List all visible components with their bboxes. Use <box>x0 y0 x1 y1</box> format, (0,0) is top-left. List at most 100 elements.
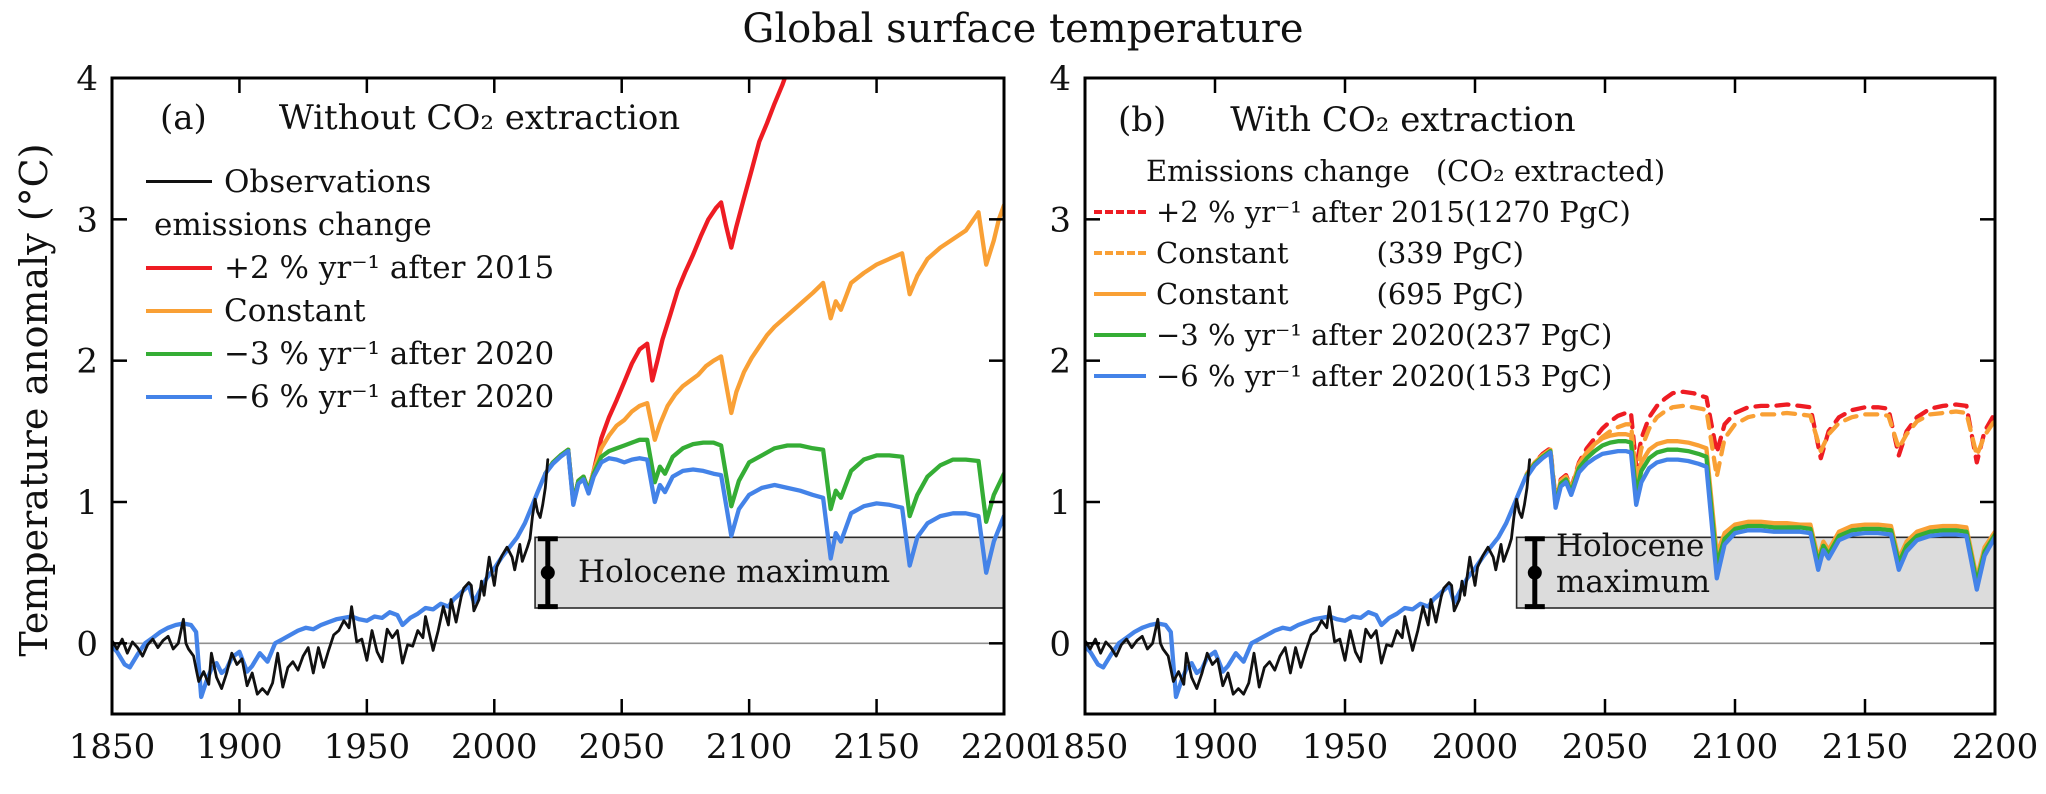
legend-swatch-black <box>146 180 212 183</box>
holocene-band <box>1515 536 1996 609</box>
holocene-errorbar <box>537 536 558 610</box>
legend-item-minus3: −3 % yr⁻¹ after 2020 <box>146 332 554 375</box>
series-group-a <box>112 78 1004 700</box>
legend-swatch-green <box>146 351 212 356</box>
legend-label: −6 % yr⁻¹ after 2020 <box>224 378 555 415</box>
holocene-errorbar <box>1524 536 1545 610</box>
holocene-band <box>534 536 1005 609</box>
holocene-marker-dot <box>1527 565 1542 580</box>
y-axis-label: Temperature anomaly (°C) <box>12 143 56 657</box>
y-tick-label: 1 <box>1049 483 1071 523</box>
series-minus3 <box>543 437 1004 524</box>
legend-item-constant_ext_339: Constant (339 PgC) <box>1094 232 1524 273</box>
y-tick-label: 0 <box>76 624 98 664</box>
panel-b-letter: (b) <box>1118 100 1167 140</box>
holocene-band-label-b-line1: Holocene <box>1556 528 1705 564</box>
legend-label: +2 % yr⁻¹ after 2015 <box>224 249 555 286</box>
legend-item-plus2: +2 % yr⁻¹ after 2015 <box>146 246 554 289</box>
legend-label: Constant <box>224 292 366 329</box>
legend-panel-a: Observations emissions change +2 % yr⁻¹ af… <box>146 160 554 418</box>
legend-swatch-orange <box>1094 291 1146 296</box>
legend-label: Constant <box>1156 276 1289 311</box>
x-tick-label: 2150 <box>1822 727 1909 767</box>
panel-a-title: (a) Without CO₂ extraction <box>160 98 680 138</box>
legend-swatch-blue <box>146 394 212 399</box>
x-tick-label: 2000 <box>1432 727 1519 767</box>
x-tick-label: 1950 <box>324 727 411 767</box>
series-group-b <box>1085 389 1995 700</box>
x-tick-label: 1950 <box>1302 727 1389 767</box>
legend-header-emissions: Emissions change <box>1146 153 1410 188</box>
legend-item-constant_ext_695: Constant (695 PgC) <box>1094 273 1524 314</box>
series-constant <box>543 203 1004 505</box>
x-tick-label: 2050 <box>1562 727 1649 767</box>
legend-swatch-blue <box>1094 373 1146 378</box>
legend-label: −3 % yr⁻¹ after 2020 <box>1156 317 1465 352</box>
x-tick-label: 1900 <box>196 727 283 767</box>
x-tick-label: 2050 <box>578 727 665 767</box>
legend-swatch-green <box>1094 332 1146 337</box>
panel-border <box>1083 76 1997 716</box>
series-observations <box>112 458 550 696</box>
legend-amount: (1270 PgC) <box>1464 194 1631 229</box>
y-tick-label: 1 <box>76 483 98 523</box>
legend-swatch-orange-dashed <box>1094 250 1146 255</box>
y-tick-label: 4 <box>76 59 98 99</box>
panel-b-title-text: With CO₂ extraction <box>1230 100 1576 140</box>
legend-swatch-red-dashed <box>1094 209 1146 214</box>
series-minus6_ext <box>1524 448 1995 592</box>
legend-item-observations: Observations <box>146 160 554 203</box>
legend-label: Constant <box>1156 235 1289 270</box>
legend-item-constant: Constant <box>146 289 554 332</box>
series-constant_ext_339 <box>1524 403 1995 505</box>
legend-amount: (153 PgC) <box>1464 358 1613 393</box>
x-tick-label: 1900 <box>1172 727 1259 767</box>
y-tick-label: 2 <box>76 342 98 382</box>
legend-header-b: Emissions change (CO₂ extracted) <box>1094 150 1665 191</box>
legend-panel-b: Emissions change (CO₂ extracted) +2 % yr⁻¹… <box>1094 150 1665 396</box>
legend-subheader-emissions-change: emissions change <box>146 203 554 246</box>
panel-border <box>110 76 1006 716</box>
legend-amount: (695 PgC) <box>1376 276 1524 311</box>
y-tick-label: 3 <box>1049 200 1071 240</box>
panel-b-title: (b) With CO₂ extraction <box>1118 100 1576 140</box>
y-tick-label: 2 <box>1049 342 1071 382</box>
x-tick-label: 1850 <box>1042 727 1129 767</box>
page-title: Global surface temperature <box>742 6 1304 52</box>
legend-item-minus6: −6 % yr⁻¹ after 2020 <box>146 375 554 418</box>
x-tick-label: 2150 <box>833 727 920 767</box>
legend-label: −3 % yr⁻¹ after 2020 <box>224 335 555 372</box>
legend-subheader-label: emissions change <box>154 206 432 243</box>
series-minus6 <box>543 448 1004 575</box>
tick-marks <box>1083 76 1997 714</box>
x-tick-label: 1850 <box>69 727 156 767</box>
holocene-band-label-b-line2: maximum <box>1556 564 1711 600</box>
panel-a-title-text: Without CO₂ extraction <box>278 98 681 138</box>
legend-item-plus2_ext: +2 % yr⁻¹ after 2015 (1270 PgC) <box>1094 191 1631 232</box>
legend-amount: (339 PgC) <box>1376 235 1524 270</box>
legend-amount: (237 PgC) <box>1464 317 1613 352</box>
legend-swatch-red <box>146 265 212 270</box>
legend-label: Observations <box>224 163 432 200</box>
legend-swatch-orange <box>146 308 212 313</box>
x-tick-label: 2100 <box>1692 727 1779 767</box>
legend-header-extracted: (CO₂ extracted) <box>1435 153 1666 188</box>
panel-a-letter: (a) <box>160 98 207 138</box>
holocene-band-label-a: Holocene maximum <box>578 554 891 590</box>
series-observations <box>1085 458 1531 696</box>
series-minus3_ext <box>1524 439 1995 585</box>
y-tick-label: 3 <box>76 200 98 240</box>
tick-marks <box>110 76 1006 714</box>
legend-item-minus6_ext: −6 % yr⁻¹ after 2020 (153 PgC) <box>1094 355 1612 396</box>
y-tick-label: 0 <box>1049 624 1071 664</box>
holocene-marker-dot <box>540 565 555 580</box>
holocene-band-label-b: Holocene maximum <box>1556 528 1710 600</box>
x-tick-label: 2000 <box>451 727 538 767</box>
y-tick-label: 4 <box>1049 59 1071 99</box>
x-tick-label: 2200 <box>961 727 1048 767</box>
series-plus2_ext <box>1524 389 1995 502</box>
legend-item-minus3_ext: −3 % yr⁻¹ after 2020 (237 PgC) <box>1094 314 1612 355</box>
legend-label: −6 % yr⁻¹ after 2020 <box>1156 358 1465 393</box>
legend-label: +2 % yr⁻¹ after 2015 <box>1156 194 1465 229</box>
